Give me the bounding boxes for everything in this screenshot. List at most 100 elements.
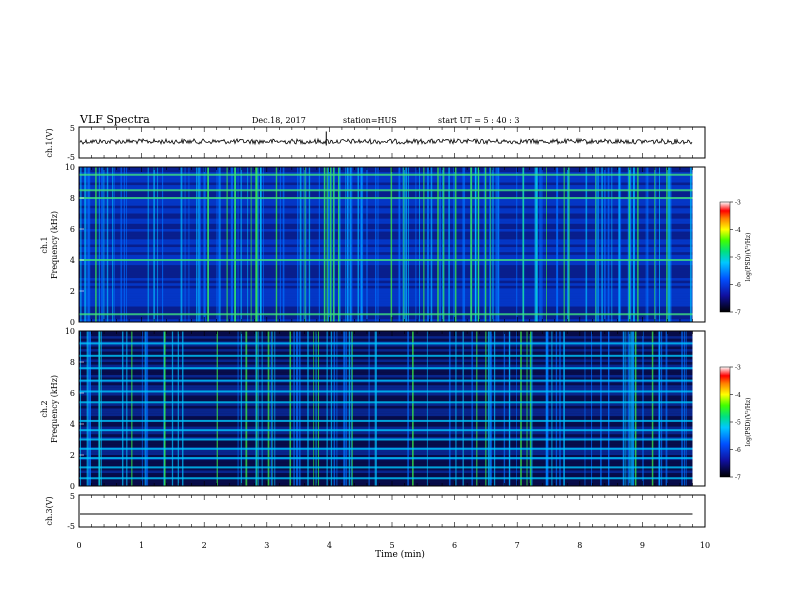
sferic-line (487, 331, 490, 486)
sferic-line (245, 331, 248, 486)
sferic-line (226, 167, 228, 322)
sferic-line (145, 331, 148, 486)
sferic-line (318, 167, 321, 322)
colorbar-tick-label: -7 (735, 475, 741, 482)
x-tick-label: 10 (700, 541, 710, 550)
spectrogram-row (79, 262, 693, 266)
spectrogram-row (79, 221, 693, 224)
spectrogram-row (79, 270, 693, 273)
sferic-line (147, 331, 149, 486)
sferic-line (462, 167, 464, 322)
spectrogram-row (79, 338, 693, 342)
sferic-line (351, 331, 353, 486)
sferic-line (619, 167, 622, 322)
sferic-line (240, 167, 242, 322)
spectrogram-row (79, 185, 693, 188)
sferic-line (131, 331, 133, 486)
spectrogram-row (79, 172, 693, 175)
sferic-line (541, 167, 543, 322)
sferic-line (348, 331, 351, 486)
emission-line (79, 457, 693, 460)
ch1-colorbar-label: log(PSD)(V²/Hz) (745, 233, 752, 282)
ch1-spectrogram-panel: 10 8 6 4 2 0 (65, 163, 706, 327)
y-tick-label: 6 (70, 225, 75, 234)
station-label: station=HUS (343, 116, 397, 125)
sferic-line (485, 331, 487, 486)
sferic-line (539, 167, 541, 322)
sferic-line (627, 167, 629, 322)
sferic-line (585, 167, 588, 322)
sferic-line (98, 331, 101, 486)
sferic-line (180, 167, 183, 322)
sferic-line (516, 331, 517, 486)
spectrogram-row (79, 382, 693, 386)
sferic-line (106, 167, 109, 322)
x-tick-label: 0 (76, 541, 81, 550)
sferic-line (658, 167, 660, 322)
spectrogram-row (79, 343, 693, 347)
sferic-line (645, 167, 647, 322)
sferic-line (455, 331, 457, 486)
sferic-line (299, 167, 302, 322)
sferic-line (256, 331, 258, 486)
sferic-line (608, 331, 610, 486)
ch1-spectro-ylabel-ch: ch.1 (40, 236, 49, 253)
spectrogram-row (79, 351, 693, 355)
sferic-line (404, 167, 406, 322)
sferic-line (415, 167, 417, 322)
sferic-line (98, 167, 100, 322)
emission-line (79, 189, 693, 192)
spectrogram-row (79, 231, 693, 235)
sferic-line (263, 167, 264, 322)
sferic-line (216, 167, 218, 322)
emission-line (79, 259, 693, 261)
spectrogram-row (79, 208, 693, 211)
sferic-line (349, 167, 352, 322)
colorbar-tick-label: -6 (735, 282, 741, 289)
time-axis-label: Time (min) (375, 549, 425, 560)
sferic-line (346, 331, 348, 486)
sferic-line (375, 167, 377, 322)
time-axis: 0 1 2 3 4 5 6 7 8 9 10 (76, 541, 710, 550)
spectrogram-row (79, 203, 693, 206)
sferic-line (495, 167, 497, 322)
sferic-line (489, 331, 491, 486)
spectrogram-row (79, 195, 693, 198)
spectrogram-row (79, 303, 693, 307)
sferic-line (618, 167, 620, 322)
colorbar-tick-label: -3 (735, 365, 741, 372)
spectrogram-row (79, 213, 693, 217)
spectrogram-row (79, 192, 693, 196)
sferic-line (437, 167, 439, 322)
sferic-line (240, 331, 242, 486)
sferic-line (330, 331, 333, 486)
spectrogram-row (79, 198, 693, 201)
waveform-trace (79, 137, 693, 146)
sferic-line (430, 167, 433, 322)
sferic-line (257, 167, 259, 322)
spectrogram-row (79, 288, 693, 291)
sferic-line (474, 167, 477, 322)
sferic-line (522, 167, 524, 322)
sferic-line (161, 167, 164, 322)
sferic-line (360, 167, 362, 322)
spectrogram-row (79, 309, 693, 312)
spectrogram-row (79, 252, 693, 255)
sferic-line (462, 331, 464, 486)
sferic-line (463, 167, 466, 322)
spectrogram-row (79, 434, 693, 437)
colorbar-tick-label: -4 (735, 227, 741, 234)
sferic-line (375, 331, 377, 486)
y-tick-label: 5 (70, 492, 75, 501)
sferic-line (275, 167, 278, 322)
sferic-line (328, 167, 330, 322)
spectrogram-row (79, 336, 693, 339)
sferic-line (181, 331, 184, 486)
sferic-line (333, 331, 336, 486)
sferic-line (256, 167, 258, 322)
sferic-line (627, 331, 630, 486)
sferic-line (87, 167, 89, 322)
colorbar-tick-label: -3 (735, 200, 741, 207)
spectrogram-row (79, 449, 693, 453)
